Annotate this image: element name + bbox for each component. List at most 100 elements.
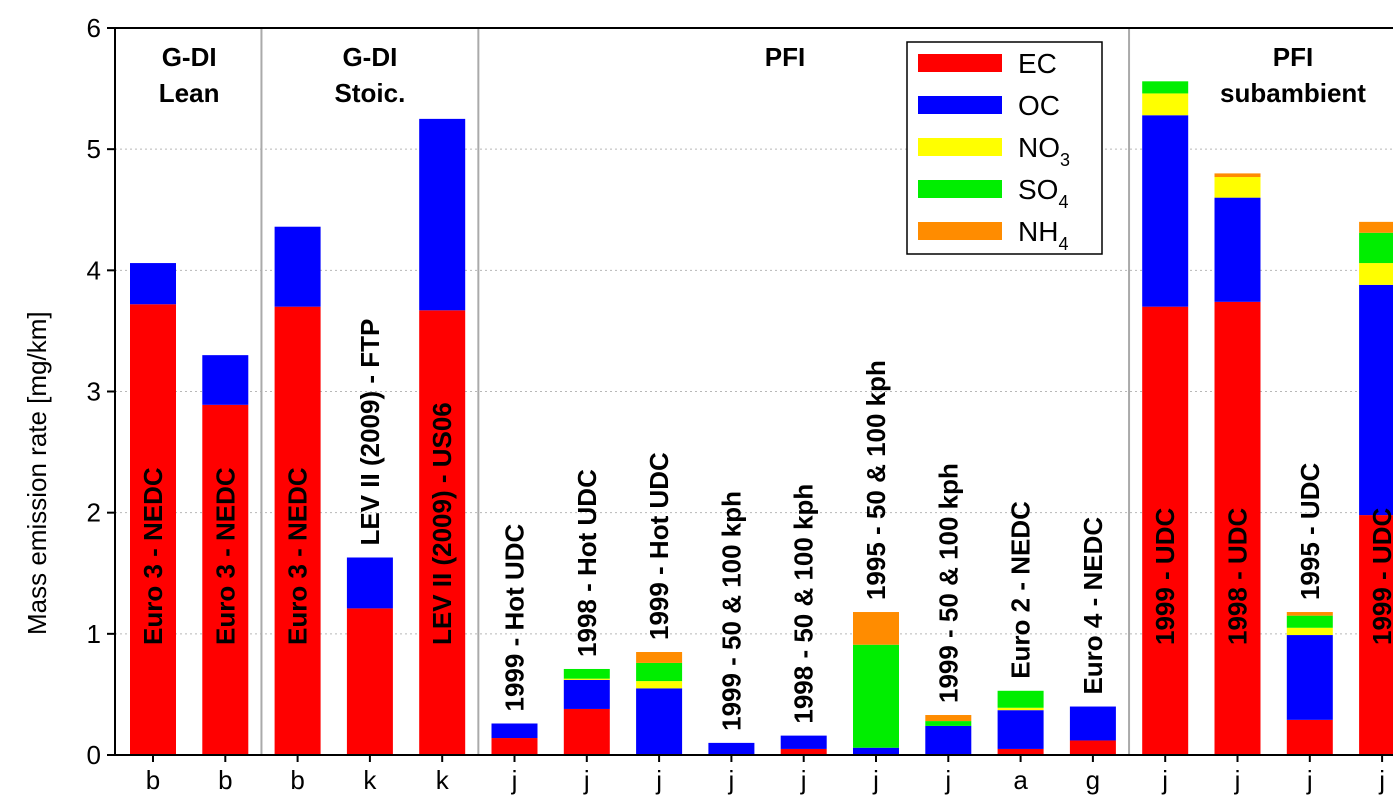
bar-so4-7 [636, 663, 682, 681]
legend-label-ec: EC [1018, 48, 1057, 79]
bar-so4-10 [853, 645, 899, 748]
bar-label-13: Euro 4 - NEDC [1078, 517, 1108, 695]
bar-stack-11 [925, 715, 971, 755]
legend-label-oc: OC [1018, 90, 1060, 121]
bar-label-2: Euro 3 - NEDC [283, 467, 313, 645]
bar-labels: Euro 3 - NEDC Euro 3 - NEDC Euro 3 - NEDC L… [138, 319, 1393, 731]
group-title-1-line-0: G-DI [342, 42, 397, 72]
group-title-1-line-1: Stoic. [335, 78, 406, 108]
group-title-0-line-0: G-DI [162, 42, 217, 72]
y-tick-label-5: 5 [87, 134, 101, 164]
x-tick-label-16: j [1306, 765, 1313, 795]
bar-oc-15 [1215, 198, 1261, 302]
group-title-0-line-1: Lean [159, 78, 220, 108]
bar-oc-2 [275, 227, 321, 307]
bar-oc-9 [781, 736, 827, 749]
bar-oc-5 [492, 723, 538, 738]
y-tick-label-4: 4 [87, 255, 101, 285]
bar-stack-14 [1142, 81, 1188, 755]
bar-label-5: 1999 - Hot UDC [500, 523, 530, 711]
bar-label-11: 1999 - 50 & 100 kph [933, 463, 963, 703]
bar-ec-5 [492, 738, 538, 755]
x-tick-label-5: j [511, 765, 518, 795]
bar-oc-13 [1070, 707, 1116, 741]
x-tick-label-14: j [1161, 765, 1168, 795]
bar-stack-17 [1359, 222, 1393, 755]
bar-so4-6 [564, 669, 610, 679]
bar-no3-14 [1142, 93, 1188, 115]
x-tick-label-1: b [218, 765, 232, 795]
y-tick-label-0: 0 [87, 740, 101, 770]
legend-swatch-so4 [918, 180, 1002, 198]
x-tick-label-2: b [290, 765, 304, 795]
bar-nh4-7 [636, 652, 682, 663]
bar-label-6: 1998 - Hot UDC [572, 469, 602, 657]
y-axis-title: Mass emission rate [mg/km] [22, 311, 52, 635]
y-tick-label-3: 3 [87, 377, 101, 407]
x-tick-label-13: g [1086, 765, 1100, 795]
bar-label-7: 1999 - Hot UDC [644, 452, 674, 640]
bar-so4-16 [1287, 616, 1333, 628]
bar-oc-3 [347, 557, 393, 608]
bar-stack-9 [781, 736, 827, 755]
bar-no3-6 [564, 679, 610, 680]
x-tick-label-10: j [872, 765, 879, 795]
bar-stack-10 [853, 612, 899, 755]
bar-ec-16 [1287, 720, 1333, 755]
x-tick-label-6: j [583, 765, 590, 795]
bar-no3-15 [1215, 177, 1261, 198]
bar-stack-3 [347, 557, 393, 755]
legend: EC OC NO3 SO4 NH4 [907, 42, 1102, 254]
x-tick-label-9: j [800, 765, 807, 795]
bar-label-12: Euro 2 - NEDC [1006, 501, 1036, 679]
x-tick-label-11: j [944, 765, 951, 795]
bar-so4-14 [1142, 81, 1188, 93]
bar-oc-8 [708, 743, 754, 755]
bar-stack-8 [708, 743, 754, 755]
bar-label-15: 1998 - UDC [1223, 508, 1253, 645]
bar-nh4-11 [925, 715, 971, 721]
bar-no3-17 [1359, 263, 1393, 285]
bar-label-17: 1999 - UDC [1367, 508, 1393, 645]
legend-swatch-nh4 [918, 222, 1002, 240]
bars [130, 81, 1393, 755]
x-tick-label-17: j [1378, 765, 1385, 795]
bar-oc-14 [1142, 115, 1188, 306]
bar-nh4-10 [853, 612, 899, 645]
bar-oc-16 [1287, 635, 1333, 720]
bar-oc-11 [925, 726, 971, 755]
bar-oc-1 [202, 355, 248, 405]
x-tick-label-4: k [436, 765, 450, 795]
bar-ec-6 [564, 709, 610, 755]
bar-stack-15 [1215, 173, 1261, 755]
bar-label-10: 1995 - 50 & 100 kph [861, 360, 891, 600]
bar-label-0: Euro 3 - NEDC [138, 467, 168, 645]
bar-stack-7 [636, 652, 682, 755]
bar-oc-12 [998, 710, 1044, 749]
legend-swatch-ec [918, 54, 1002, 72]
bar-no3-12 [998, 708, 1044, 710]
x-tick-label-12: a [1013, 765, 1028, 795]
x-tick-label-7: j [655, 765, 662, 795]
bar-label-14: 1999 - UDC [1150, 508, 1180, 645]
bar-oc-7 [636, 688, 682, 755]
group-title-2-line-0: PFI [765, 42, 805, 72]
bar-so4-11 [925, 721, 971, 726]
bar-ec-3 [347, 608, 393, 755]
bar-nh4-15 [1215, 173, 1261, 177]
bar-oc-4 [419, 119, 465, 310]
bar-stack-12 [998, 691, 1044, 755]
bar-label-3: LEV II (2009) - FTP [355, 319, 385, 546]
bar-ec-13 [1070, 740, 1116, 755]
bar-stack-16 [1287, 612, 1333, 755]
x-tick-label-15: j [1234, 765, 1241, 795]
y-tick-label-6: 6 [87, 13, 101, 43]
bar-label-4: LEV II (2009) - US06 [427, 402, 457, 645]
x-tick-label-8: j [728, 765, 735, 795]
bar-stack-6 [564, 669, 610, 755]
legend-swatch-no3 [918, 138, 1002, 156]
y-tick-label-2: 2 [87, 498, 101, 528]
